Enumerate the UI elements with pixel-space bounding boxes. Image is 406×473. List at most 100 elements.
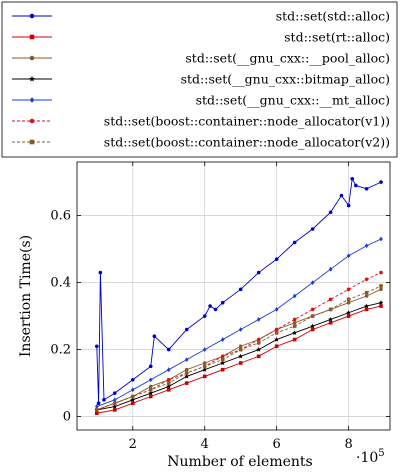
data-point	[94, 404, 99, 409]
y-tick-label: 0	[63, 410, 71, 425]
data-point	[328, 316, 334, 322]
legend: std::set(std::alloc)std::set(rt::alloc)s…	[1, 1, 398, 158]
data-point	[238, 344, 243, 349]
data-point	[112, 403, 118, 409]
data-point	[148, 377, 153, 383]
data-point	[112, 401, 117, 405]
data-point	[346, 253, 351, 259]
data-point	[346, 314, 351, 318]
legend-entry: std::set(__gnu_cxx::bitmap_alloc)	[12, 72, 390, 87]
legend-entry: std::set(__gnu_cxx::__pool_alloc)	[12, 51, 390, 66]
y-tick-label: 0.2	[50, 343, 71, 358]
data-point	[202, 374, 207, 379]
data-point	[202, 361, 207, 365]
data-point	[202, 347, 207, 352]
legend-label: std::set(__gnu_cxx::__mt_alloc)	[196, 93, 390, 108]
data-point	[310, 307, 315, 312]
data-point	[274, 327, 279, 332]
y-axis-label: Insertion Time(s)	[18, 235, 34, 357]
data-point	[148, 390, 154, 396]
data-point	[274, 336, 280, 342]
legend-swatch-marker	[29, 34, 35, 40]
series-1	[94, 176, 383, 406]
data-point	[310, 227, 315, 231]
data-point	[202, 364, 207, 369]
data-point	[346, 310, 352, 315]
data-point	[328, 266, 333, 272]
data-point	[130, 394, 135, 399]
data-point	[328, 307, 333, 312]
series-line	[96, 177, 382, 404]
data-point	[238, 347, 243, 352]
data-point	[350, 176, 355, 181]
data-point	[274, 257, 279, 261]
data-point	[130, 401, 135, 405]
data-point	[130, 377, 135, 382]
legend-label: std::set(std::alloc)	[276, 9, 390, 24]
data-point	[292, 337, 297, 342]
x-tick-label: 8	[344, 437, 352, 452]
data-point	[328, 321, 333, 325]
legend-swatch-marker	[29, 55, 35, 61]
data-point	[292, 240, 297, 245]
data-point	[166, 383, 172, 389]
legend-entry: std::set(__gnu_cxx::__mt_alloc)	[12, 93, 390, 108]
data-point	[213, 307, 218, 312]
data-point	[220, 337, 225, 342]
legend-label: std::set(rt::alloc)	[284, 30, 390, 45]
data-point	[184, 357, 189, 363]
data-point	[346, 297, 351, 302]
data-point	[166, 347, 171, 352]
x-tick-label: 2	[129, 437, 137, 452]
data-point	[310, 323, 316, 329]
data-point	[184, 327, 189, 332]
data-point	[310, 280, 315, 285]
data-point	[220, 360, 226, 366]
data-point	[102, 398, 106, 402]
legend-frame	[1, 1, 398, 158]
legend-entry: std::set(std::alloc)	[12, 9, 390, 24]
data-point	[378, 300, 384, 305]
series-5	[94, 236, 383, 409]
data-point	[379, 304, 383, 308]
series-line	[96, 238, 382, 407]
data-point	[98, 270, 103, 275]
data-point	[112, 391, 117, 395]
data-point	[274, 307, 279, 312]
legend-swatch-marker	[29, 97, 35, 103]
data-point	[112, 408, 117, 412]
axis-ticks	[77, 162, 390, 430]
series-2	[94, 304, 383, 416]
data-point	[184, 381, 189, 385]
data-point	[346, 287, 351, 292]
data-point	[364, 307, 369, 312]
legend-swatch-marker	[29, 75, 35, 82]
data-point	[379, 284, 383, 288]
data-point	[96, 401, 101, 406]
data-point	[354, 183, 358, 188]
data-point	[184, 367, 189, 372]
data-point	[292, 321, 297, 325]
data-point	[364, 243, 369, 249]
legend-swatch-marker	[29, 118, 35, 124]
data-point	[346, 300, 351, 305]
series-6	[94, 270, 383, 412]
data-point	[310, 327, 315, 332]
x-tick-label: 6	[273, 437, 281, 452]
data-point	[166, 367, 171, 373]
legend-entry: std::set(boost::container::node_allocato…	[12, 114, 390, 129]
series-7	[94, 284, 383, 412]
data-point	[112, 397, 117, 403]
data-point	[292, 317, 297, 322]
data-point	[130, 387, 135, 393]
data-point	[379, 287, 383, 292]
data-point	[220, 367, 225, 372]
legend-label: std::set(boost::container::node_allocato…	[104, 114, 390, 129]
data-point	[148, 388, 153, 392]
x-axis-label: Number of elements	[167, 454, 312, 470]
plot-frame	[76, 161, 391, 431]
series-line	[96, 272, 382, 411]
legend-swatch-marker	[29, 139, 35, 145]
data-point	[238, 327, 243, 332]
